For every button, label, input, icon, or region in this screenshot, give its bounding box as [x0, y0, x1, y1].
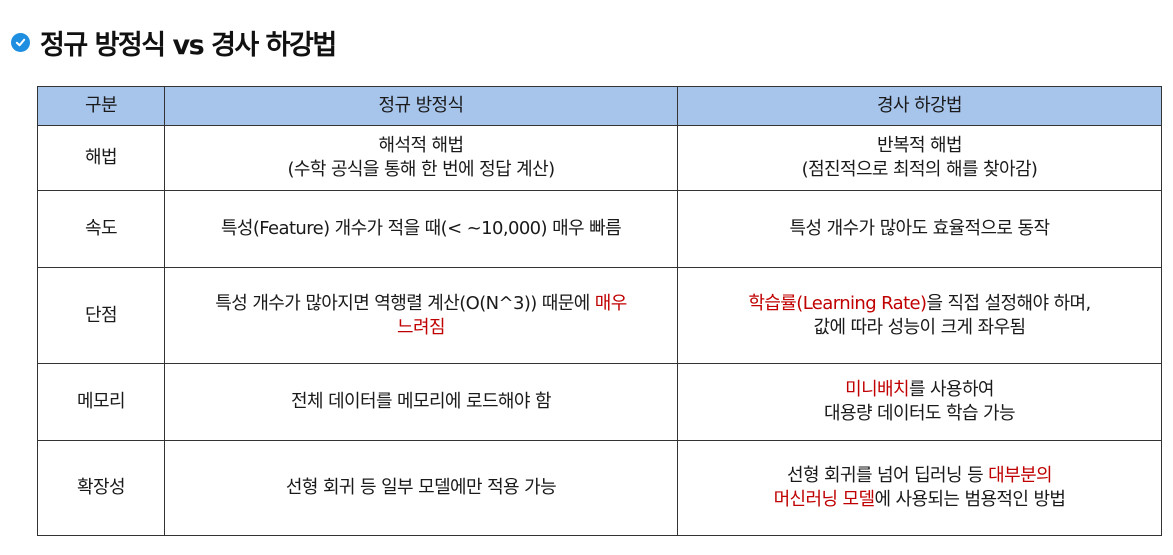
normal-equation-cell: 전체 데이터를 메모리에 로드해야 함 [164, 363, 678, 441]
highlight-text: 학습률(Learning Rate) [748, 292, 927, 314]
row-label: 단점 [37, 267, 165, 364]
table-row: 메모리 전체 데이터를 메모리에 로드해야 함 미니배치를 사용하여 대용량 데… [37, 363, 1162, 441]
normal-equation-cell: 특성(Feature) 개수가 적을 때(< ~10,000) 매우 빠름 [164, 190, 678, 268]
cell-text: 를 사용하여 [908, 379, 995, 400]
cell-text: 선형 회귀를 넘어 딥러닝 등 [786, 465, 989, 486]
row-label: 확장성 [37, 440, 165, 536]
cell-line: 해석적 해법 [378, 135, 465, 156]
header-category: 구분 [37, 86, 165, 126]
normal-equation-cell: 선형 회귀 등 일부 모델에만 적용 가능 [164, 440, 678, 536]
gradient-descent-cell: 학습률(Learning Rate)을 직접 설정해야 하며, 값에 따라 성능… [677, 267, 1162, 364]
table-header-row: 구분 정규 방정식 경사 하강법 [37, 86, 1162, 126]
table-row: 확장성 선형 회귀 등 일부 모델에만 적용 가능 선형 회귀를 넘어 딥러닝 … [37, 440, 1162, 536]
title-row: 정규 방정식 vs 경사 하강법 [11, 22, 337, 62]
cell-line: 미니배치를 사용하여 [684, 378, 1155, 402]
cell-line: (수학 공식을 통해 한 번에 정답 계산) [287, 159, 555, 180]
normal-equation-cell: 해석적 해법 (수학 공식을 통해 한 번에 정답 계산) [164, 125, 678, 191]
table-row: 단점 특성 개수가 많아지면 역행렬 계산(O(N^3)) 때문에 매우 느려짐… [37, 267, 1162, 364]
check-circle-icon [11, 32, 30, 52]
highlight-text: 대부분의 [988, 465, 1052, 486]
highlight-text: 느려짐 [397, 316, 445, 338]
table-row: 해법 해석적 해법 (수학 공식을 통해 한 번에 정답 계산) 반복적 해법 … [37, 125, 1162, 191]
row-label: 해법 [37, 125, 165, 191]
gradient-descent-cell: 미니배치를 사용하여 대용량 데이터도 학습 가능 [677, 363, 1162, 441]
gradient-descent-cell: 선형 회귀를 넘어 딥러닝 등 대부분의 머신러닝 모델에 사용되는 범용적인 … [677, 440, 1162, 536]
row-label: 속도 [37, 190, 165, 268]
cell-text: 을 직접 설정해야 하며, [926, 292, 1091, 314]
cell-text: 에 사용되는 범용적인 방법 [874, 489, 1066, 510]
normal-equation-cell: 특성 개수가 많아지면 역행렬 계산(O(N^3)) 때문에 매우 느려짐 [164, 267, 678, 364]
cell-line: 대용량 데이터도 학습 가능 [824, 403, 1016, 424]
highlight-text: 미니배치 [845, 379, 909, 400]
cell-line: (점진적으로 최적의 해를 찾아감) [801, 159, 1038, 180]
cell-line: 특성 개수가 많아지면 역행렬 계산(O(N^3)) 때문에 매우 [171, 292, 671, 316]
cell-line: 머신러닝 모델에 사용되는 범용적인 방법 [684, 488, 1155, 512]
cell-line: 학습률(Learning Rate)을 직접 설정해야 하며, [684, 292, 1155, 316]
comparison-table: 구분 정규 방정식 경사 하강법 해법 해석적 해법 (수학 공식을 통해 한 … [37, 86, 1162, 536]
highlight-text: 머신러닝 모델 [773, 489, 875, 510]
header-gradient-descent: 경사 하강법 [677, 86, 1162, 126]
gradient-descent-cell: 반복적 해법 (점진적으로 최적의 해를 찾아감) [677, 125, 1162, 191]
cell-line: 반복적 해법 [877, 135, 963, 156]
gradient-descent-cell: 특성 개수가 많아도 효율적으로 동작 [677, 190, 1162, 268]
highlight-text: 매우 [594, 292, 628, 314]
table-row: 속도 특성(Feature) 개수가 적을 때(< ~10,000) 매우 빠름… [37, 190, 1162, 268]
row-label: 메모리 [37, 363, 165, 441]
cell-line: 값에 따라 성능이 크게 좌우됨 [813, 316, 1026, 338]
header-normal-equation: 정규 방정식 [164, 86, 678, 126]
cell-line: 선형 회귀를 넘어 딥러닝 등 대부분의 [684, 464, 1155, 488]
cell-text: 특성 개수가 많아지면 역행렬 계산(O(N^3)) 때문에 [215, 292, 595, 314]
page-title: 정규 방정식 vs 경사 하강법 [40, 29, 337, 61]
